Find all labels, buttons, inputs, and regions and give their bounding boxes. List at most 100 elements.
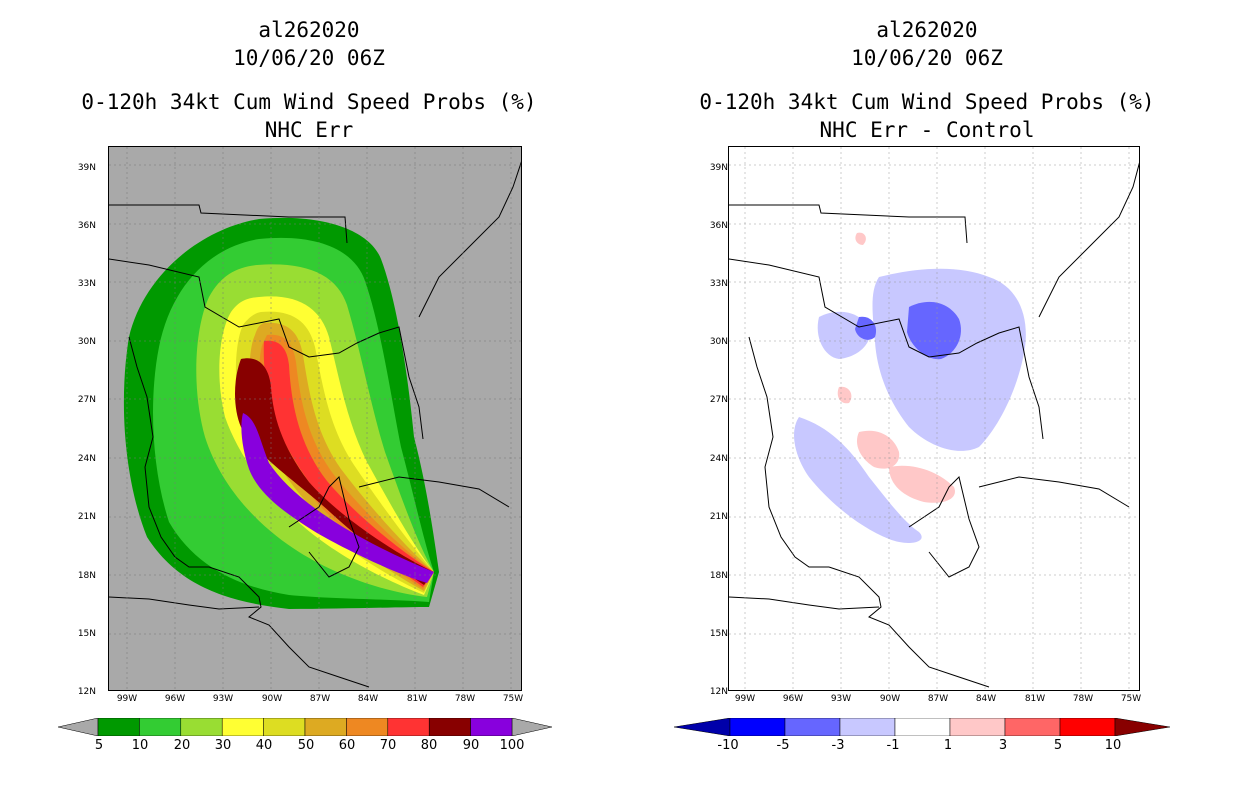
region-1-to-3 xyxy=(889,465,955,503)
colorbar-label: -5 xyxy=(776,738,790,753)
colorbar-swatch xyxy=(729,718,786,736)
colorbar-swatches xyxy=(674,718,1170,736)
lon-label: 75W xyxy=(1120,694,1142,704)
lat-label: 27N xyxy=(77,395,96,405)
lon-label: 87W xyxy=(927,694,949,704)
colorbar-swatch xyxy=(949,718,1006,736)
colorbar-swatch xyxy=(784,718,841,736)
contour-90 xyxy=(241,413,434,583)
storm-id-title: al262020 xyxy=(876,18,978,42)
lon-label: 90W xyxy=(261,694,283,704)
colorbar-high-arrow xyxy=(1114,718,1170,736)
lon-label: 99W xyxy=(116,694,138,704)
lon-label: 75W xyxy=(502,694,524,704)
lon-label: 81W xyxy=(1024,694,1046,704)
contour-80 xyxy=(235,358,434,585)
region-1-to-3 xyxy=(856,430,900,469)
lon-label: 96W xyxy=(164,694,186,704)
coastlines xyxy=(109,161,521,688)
colorbar xyxy=(58,718,552,736)
colorbar-swatch xyxy=(139,718,182,736)
lat-label: 12N xyxy=(709,687,728,697)
probability-contours xyxy=(109,147,521,690)
colorbar-low-arrow xyxy=(58,718,99,736)
lat-label: 30N xyxy=(77,337,96,347)
colorbar-swatch xyxy=(180,718,223,736)
colorbar-label: 50 xyxy=(297,738,315,753)
region-1-to-3 xyxy=(837,386,852,404)
difference-contours xyxy=(729,147,1139,690)
colorbar-label: 30 xyxy=(214,738,232,753)
colorbar-label: 20 xyxy=(173,738,191,753)
lat-label: 33N xyxy=(709,279,728,289)
colorbar-swatch xyxy=(1004,718,1061,736)
lon-label: 81W xyxy=(406,694,428,704)
subtitle: NHC Err xyxy=(264,118,354,142)
grid-lines xyxy=(729,147,1139,690)
colorbar-label: 5 xyxy=(94,738,104,753)
colorbar-low-arrow xyxy=(674,718,731,736)
colorbar-swatch xyxy=(221,718,264,736)
lat-label: 33N xyxy=(77,279,96,289)
lat-label: 12N xyxy=(77,687,96,697)
lon-label: 90W xyxy=(879,694,901,704)
colorbar xyxy=(674,718,1170,736)
colorbar-label: 40 xyxy=(255,738,273,753)
lat-label: 18N xyxy=(709,571,728,581)
coastlines xyxy=(729,162,1139,688)
lat-label: 21N xyxy=(77,512,96,522)
colorbar-swatch xyxy=(470,718,513,736)
lat-label: 27N xyxy=(709,395,728,405)
lat-label: 15N xyxy=(709,629,728,639)
colorbar-swatch xyxy=(97,718,140,736)
region-minus-1-to-minus-3 xyxy=(872,268,1026,451)
colorbar-label: 80 xyxy=(420,738,438,753)
lat-label: 39N xyxy=(709,163,728,173)
colorbar-label: 5 xyxy=(1053,738,1063,753)
region-minus-1-to-minus-3 xyxy=(794,417,922,543)
lat-label: 39N xyxy=(77,163,96,173)
product-title: 0-120h 34kt Cum Wind Speed Probs (%) xyxy=(699,90,1155,114)
colorbar-label: 90 xyxy=(462,738,480,753)
difference-map xyxy=(728,146,1140,691)
lat-label: 36N xyxy=(77,221,96,231)
colorbar-label: 100 xyxy=(499,738,525,753)
colorbar-swatches xyxy=(58,718,552,736)
lon-label: 78W xyxy=(454,694,476,704)
lon-label: 84W xyxy=(975,694,997,704)
colorbar-label: 60 xyxy=(338,738,356,753)
colorbar-label: 70 xyxy=(379,738,397,753)
region-1-to-3 xyxy=(855,232,866,245)
lon-label: 78W xyxy=(1072,694,1094,704)
lat-label: 24N xyxy=(77,454,96,464)
colorbar-swatch xyxy=(1059,718,1116,736)
lon-label: 93W xyxy=(830,694,852,704)
lat-label: 21N xyxy=(709,512,728,522)
lon-label: 87W xyxy=(309,694,331,704)
lat-label: 18N xyxy=(77,571,96,581)
lat-label: 30N xyxy=(709,337,728,347)
colorbar-label: 3 xyxy=(998,738,1008,753)
colorbar-high-arrow xyxy=(511,718,552,736)
lon-label: 96W xyxy=(782,694,804,704)
lon-label: 99W xyxy=(734,694,756,704)
left-panel: al262020 10/06/20 06Z 0-120h 34kt Cum Wi… xyxy=(58,18,552,753)
colorbar-label: 10 xyxy=(131,738,149,753)
colorbar-swatch xyxy=(346,718,389,736)
lat-label: 24N xyxy=(709,454,728,464)
colorbar-swatch xyxy=(428,718,471,736)
colorbar-label: -1 xyxy=(886,738,900,753)
colorbar-label: -10 xyxy=(717,738,739,753)
lon-label: 84W xyxy=(357,694,379,704)
datetime-title: 10/06/20 06Z xyxy=(233,46,385,70)
region-minus-3-to-minus-5 xyxy=(907,301,961,360)
lon-label: 93W xyxy=(212,694,234,704)
colorbar-label: -3 xyxy=(831,738,845,753)
storm-id-title: al262020 xyxy=(258,18,360,42)
colorbar-swatch xyxy=(387,718,430,736)
lat-label: 36N xyxy=(709,221,728,231)
right-panel: al262020 10/06/20 06Z 0-120h 34kt Cum Wi… xyxy=(618,0,1236,800)
probability-map xyxy=(108,146,522,691)
colorbar-swatch xyxy=(263,718,306,736)
colorbar-label: 10 xyxy=(1104,738,1122,753)
